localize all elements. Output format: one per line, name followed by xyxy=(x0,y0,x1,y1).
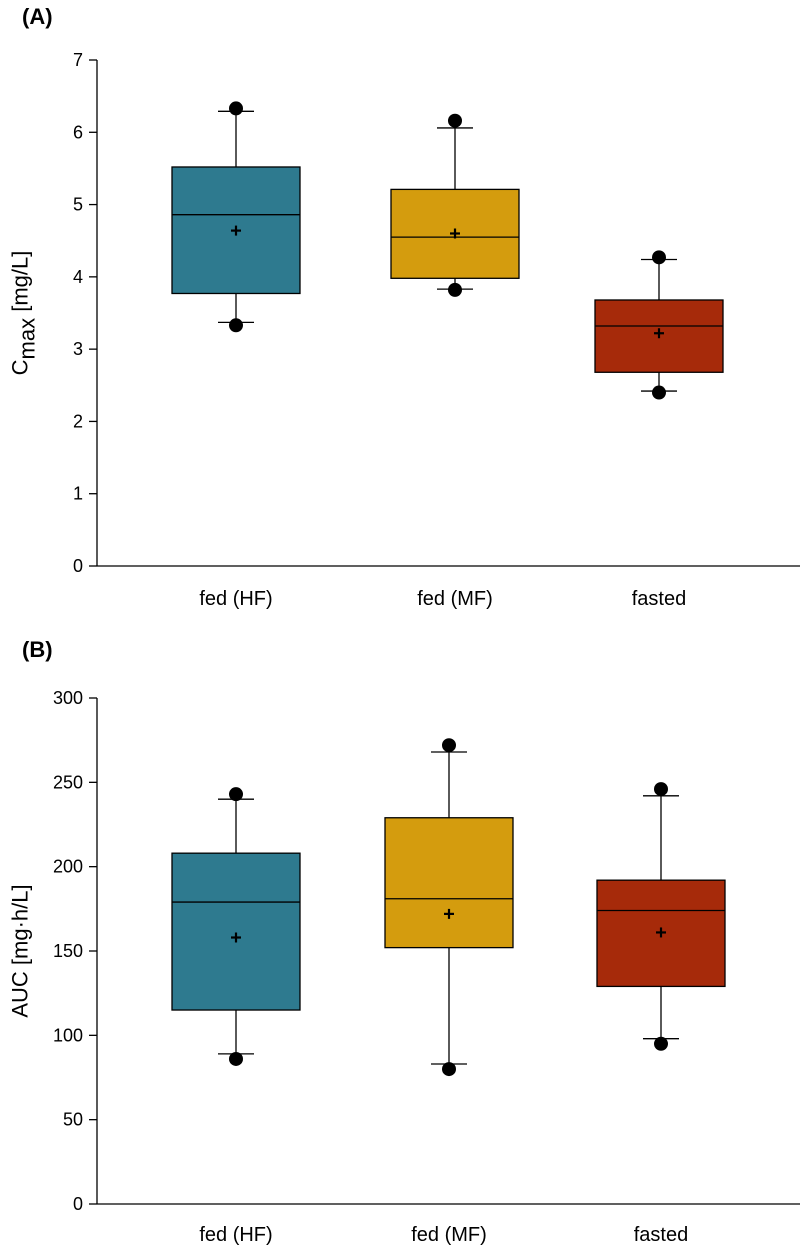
y-axis-title-main: C xyxy=(8,359,33,375)
category-label: fasted xyxy=(634,1224,688,1246)
outlier-point xyxy=(229,101,243,116)
category-label: fed (HF) xyxy=(199,1224,272,1246)
category-label: fed (HF) xyxy=(199,588,272,610)
y-tick-label: 200 xyxy=(53,857,83,877)
outlier-point xyxy=(229,318,243,333)
y-tick-label: 250 xyxy=(53,772,83,792)
outlier-point xyxy=(229,787,243,802)
y-axis-title-sub: max xyxy=(15,318,40,360)
category-label: fed (MF) xyxy=(411,1224,487,1246)
y-tick-label: 2 xyxy=(73,411,83,431)
outlier-point xyxy=(229,1051,243,1066)
panel-0: (A) 0 1 2 3 4 5 6 7 Cmax [mg/L] fed (HF) fed (MF) fa… xyxy=(8,4,800,610)
y-axis-title: AUC [mg·h/L] xyxy=(8,884,33,1017)
outlier-point xyxy=(654,782,668,797)
category-label: fasted xyxy=(632,588,686,610)
panel-label: (A) xyxy=(22,4,53,29)
outlier-point xyxy=(652,385,666,400)
outlier-point xyxy=(442,1062,456,1077)
y-tick-label: 3 xyxy=(73,339,83,359)
outlier-point xyxy=(448,282,462,297)
y-tick-label: 150 xyxy=(53,941,83,961)
box-group-1 xyxy=(384,738,514,1077)
outlier-point xyxy=(652,250,666,265)
y-tick-label: 300 xyxy=(53,688,83,708)
y-tick-label: 1 xyxy=(73,484,83,504)
y-tick-label: 7 xyxy=(73,50,83,70)
box-group-2 xyxy=(596,782,726,1051)
y-tick-label: 4 xyxy=(73,267,83,287)
box-iqr xyxy=(171,852,301,1011)
panel-label: (B) xyxy=(22,637,53,662)
box-iqr xyxy=(384,817,514,949)
y-tick-label: 6 xyxy=(73,122,83,142)
box-group-2 xyxy=(594,250,724,400)
y-axis-title: Cmax [mg/L] xyxy=(8,251,40,376)
box-group-0 xyxy=(171,787,301,1066)
category-label: fed (MF) xyxy=(417,588,493,610)
box-group-1 xyxy=(390,113,520,297)
y-axis-title-main: AUC [mg·h/L] xyxy=(8,884,33,1017)
y-tick-label: 100 xyxy=(53,1025,83,1045)
y-tick-label: 5 xyxy=(73,195,83,215)
y-tick-label: 0 xyxy=(73,556,83,576)
y-axis-title-unit: [mg/L] xyxy=(8,251,33,318)
outlier-point xyxy=(654,1036,668,1051)
outlier-point xyxy=(448,113,462,128)
y-tick-label: 0 xyxy=(73,1194,83,1214)
panel-1: (B) 0 50 100 150 200 250 300 AUC [mg·h/L] fed (HF… xyxy=(8,637,800,1246)
box-group-0 xyxy=(171,101,301,333)
outlier-point xyxy=(442,738,456,753)
y-tick-label: 50 xyxy=(63,1110,83,1130)
